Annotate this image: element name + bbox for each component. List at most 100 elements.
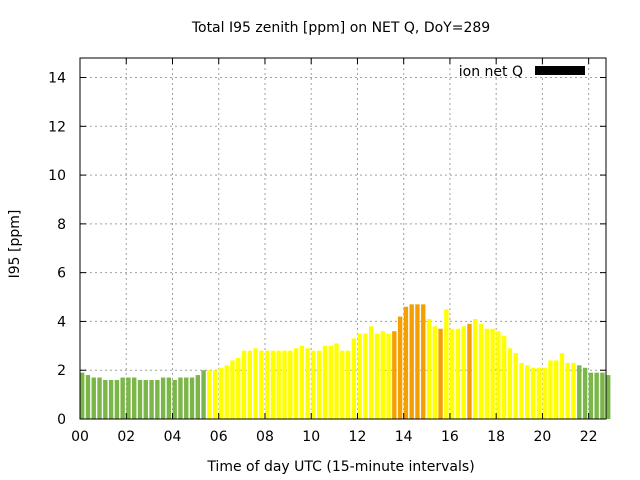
bar — [386, 333, 391, 419]
grid-lines — [80, 58, 606, 419]
y-axis-label: I95 [ppm] — [7, 210, 23, 279]
bar — [247, 350, 253, 419]
legend-label: ion net Q — [459, 64, 523, 80]
y-tick-label: 2 — [57, 363, 66, 379]
bar — [606, 375, 611, 419]
x-tick-label: 00 — [71, 429, 89, 445]
legend: ion net Q — [459, 64, 585, 80]
y-tick-label: 12 — [48, 119, 66, 135]
bar — [553, 360, 559, 419]
bar — [155, 379, 160, 419]
bar — [374, 333, 380, 419]
bar — [380, 331, 385, 419]
bar — [565, 362, 570, 419]
bar — [345, 350, 351, 419]
bar — [264, 350, 270, 419]
bar — [351, 338, 357, 419]
x-tick-label: 04 — [164, 429, 182, 445]
bar — [236, 358, 241, 419]
bar — [288, 350, 293, 419]
bar — [542, 367, 547, 419]
bar — [530, 367, 536, 419]
bar — [276, 350, 281, 419]
bar — [201, 370, 206, 419]
bar — [166, 377, 172, 419]
bar — [241, 350, 247, 419]
bar — [132, 377, 137, 419]
bar — [311, 350, 316, 419]
bar — [259, 350, 264, 419]
bar — [403, 306, 409, 419]
bar — [184, 377, 189, 419]
bar — [114, 379, 120, 419]
bar — [577, 365, 582, 419]
bar — [421, 304, 426, 419]
y-tick-label: 14 — [48, 71, 66, 87]
bar — [143, 379, 148, 419]
bar — [85, 375, 91, 419]
bar — [507, 348, 513, 419]
bar — [432, 326, 437, 419]
bar — [409, 304, 414, 419]
x-tick-label: 18 — [487, 429, 505, 445]
bar — [282, 350, 287, 419]
bar — [582, 367, 588, 419]
bar — [120, 377, 125, 419]
bar — [224, 365, 229, 419]
bar — [178, 377, 183, 419]
bar — [108, 379, 114, 419]
x-tick-label: 02 — [117, 429, 135, 445]
y-tick-label: 10 — [48, 168, 66, 184]
bar — [172, 379, 177, 419]
y-tick-label: 4 — [57, 314, 66, 330]
bars-group — [80, 304, 611, 419]
bar — [501, 336, 507, 419]
bar — [548, 360, 553, 419]
bar — [340, 350, 345, 419]
chart-title: Total I95 zenith [ppm] on NET Q, DoY=289 — [191, 20, 490, 36]
bar — [91, 377, 96, 419]
bar — [449, 328, 455, 419]
bar — [473, 318, 478, 419]
bar — [293, 348, 299, 419]
x-tick-label: 10 — [302, 429, 320, 445]
bar — [496, 331, 501, 419]
x-tick-label: 12 — [349, 429, 367, 445]
bar — [369, 326, 374, 419]
bar — [207, 370, 212, 419]
legend-swatch — [535, 66, 585, 75]
x-tick-label: 20 — [534, 429, 552, 445]
bar — [490, 328, 495, 419]
bar — [253, 348, 258, 419]
bar — [328, 345, 333, 419]
bar — [478, 323, 484, 419]
bar — [525, 365, 530, 419]
x-tick-label: 22 — [580, 429, 598, 445]
x-tick-label: 16 — [441, 429, 459, 445]
x-tick-label: 08 — [256, 429, 274, 445]
bar — [316, 350, 322, 419]
bar — [484, 328, 490, 419]
bar — [218, 367, 224, 419]
y-tick-label: 8 — [57, 217, 66, 233]
bar — [363, 333, 368, 419]
bar — [467, 323, 472, 419]
bar — [334, 343, 339, 419]
bar — [299, 345, 305, 419]
bar — [426, 318, 432, 419]
x-axis-label: Time of day UTC (15-minute intervals) — [206, 459, 474, 475]
bar — [536, 367, 542, 419]
bar — [461, 326, 466, 419]
y-tick-label: 0 — [57, 412, 66, 428]
y-tick-label: 6 — [57, 266, 66, 282]
bar — [270, 350, 276, 419]
bar — [195, 375, 200, 419]
bar — [397, 316, 403, 419]
bar — [126, 377, 131, 419]
bar — [600, 372, 605, 419]
bar — [97, 377, 102, 419]
bar — [357, 333, 362, 419]
bar — [415, 304, 420, 419]
